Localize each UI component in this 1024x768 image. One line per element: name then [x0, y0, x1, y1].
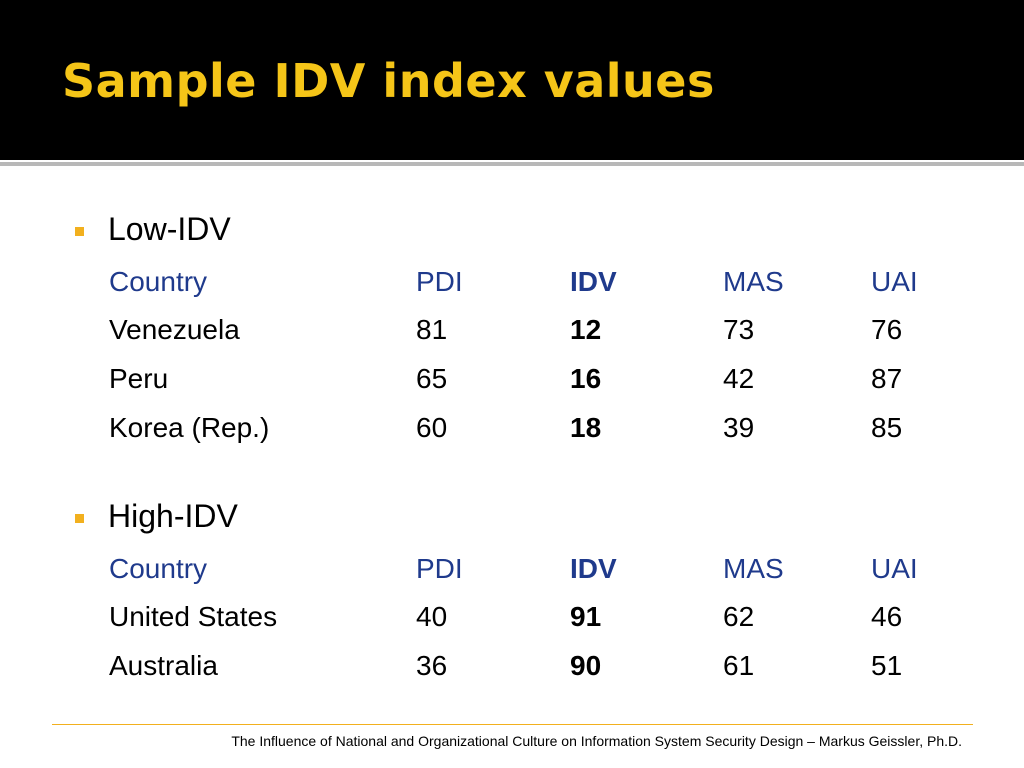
cell-uai: 46	[871, 601, 903, 632]
cell-pdi: 36	[416, 650, 448, 681]
cell-idv: 18	[570, 412, 602, 443]
slide-title: Sample IDV index values	[62, 54, 715, 108]
section-heading: Low-IDV	[108, 211, 231, 247]
footer-caption: The Influence of National and Organizati…	[231, 733, 962, 749]
cell-idv: 90	[570, 650, 602, 681]
table-header-row: Country PDI IDV MAS UAI	[0, 553, 1024, 593]
cell-pdi: 40	[416, 601, 448, 632]
cell-mas: 42	[723, 363, 755, 394]
cell-country: United States	[109, 601, 278, 632]
column-header-idv: IDV	[570, 553, 617, 584]
column-header-mas: MAS	[723, 266, 784, 297]
cell-uai: 85	[871, 412, 903, 443]
cell-idv: 91	[570, 601, 602, 632]
table-header-row: Country PDI IDV MAS UAI	[0, 266, 1024, 306]
bullet-square-icon	[75, 514, 84, 523]
column-header-pdi: PDI	[416, 553, 463, 584]
cell-country: Peru	[109, 363, 169, 394]
column-header-mas: MAS	[723, 553, 784, 584]
column-header-idv: IDV	[570, 266, 617, 297]
column-header-pdi: PDI	[416, 266, 463, 297]
header-divider	[0, 162, 1024, 166]
column-header-country: Country	[109, 266, 208, 297]
cell-uai: 51	[871, 650, 903, 681]
cell-uai: 76	[871, 314, 903, 345]
section-heading: High-IDV	[108, 498, 238, 534]
table-row: United States 40 91 62 46	[0, 601, 1024, 641]
column-header-country: Country	[109, 553, 208, 584]
cell-mas: 39	[723, 412, 755, 443]
bullet-square-icon	[75, 227, 84, 236]
table-row: Australia 36 90 61 51	[0, 650, 1024, 690]
cell-mas: 62	[723, 601, 755, 632]
table-row: Korea (Rep.) 60 18 39 85	[0, 412, 1024, 452]
cell-uai: 87	[871, 363, 903, 394]
table-row: Venezuela 81 12 73 76	[0, 314, 1024, 354]
cell-mas: 73	[723, 314, 755, 345]
cell-country: Korea (Rep.)	[109, 412, 270, 443]
cell-mas: 61	[723, 650, 755, 681]
table-row: Peru 65 16 42 87	[0, 363, 1024, 403]
cell-idv: 12	[570, 314, 602, 345]
cell-pdi: 65	[416, 363, 448, 394]
cell-pdi: 60	[416, 412, 448, 443]
column-header-uai: UAI	[871, 266, 918, 297]
column-header-uai: UAI	[871, 553, 918, 584]
footer-divider	[52, 724, 973, 725]
title-bar: Sample IDV index values	[0, 0, 1024, 160]
cell-country: Australia	[109, 650, 218, 681]
cell-country: Venezuela	[109, 314, 240, 345]
cell-idv: 16	[570, 363, 602, 394]
cell-pdi: 81	[416, 314, 448, 345]
